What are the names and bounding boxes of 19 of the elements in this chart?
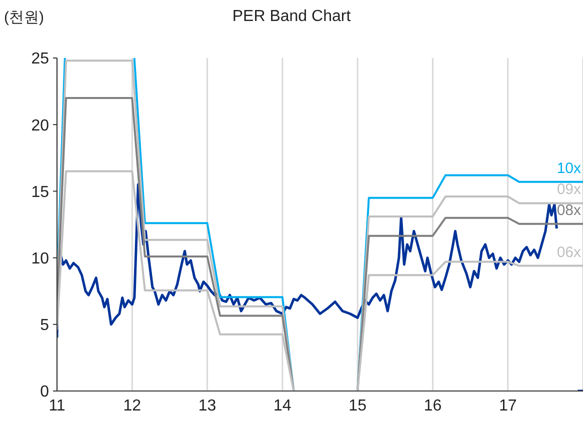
- series-label: 06x: [556, 244, 582, 261]
- chart-title: PER Band Chart: [232, 8, 351, 25]
- x-tick-label: 15: [348, 397, 367, 414]
- x-tick-label: 14: [274, 397, 292, 414]
- series-label: 08x: [556, 202, 582, 219]
- x-tick-label: 13: [198, 397, 216, 414]
- y-tick-label: 5: [40, 317, 50, 334]
- y-tick-label: 0: [40, 384, 50, 401]
- y-tick-label: 20: [31, 117, 50, 134]
- series-label: 10x: [556, 160, 582, 177]
- y-tick-label: 25: [31, 50, 50, 68]
- x-tick-label: 12: [123, 397, 142, 414]
- series-label: 09x: [556, 181, 582, 198]
- y-tick-label: 10: [31, 250, 50, 268]
- x-tick-label: 11: [48, 397, 66, 414]
- x-tick-label: 17: [498, 397, 517, 414]
- x-tick-label: 16: [424, 397, 442, 414]
- y-axis-title: (천원): [4, 8, 44, 27]
- y-tick-label: 15: [31, 184, 50, 201]
